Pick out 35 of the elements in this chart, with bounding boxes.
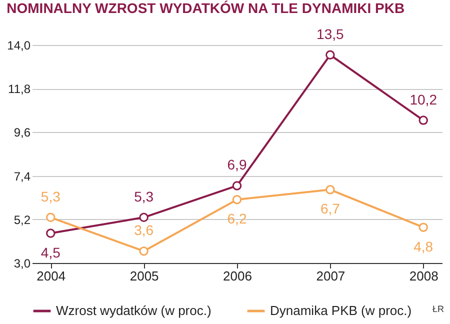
x-tick-label: 2006 xyxy=(223,268,252,284)
point xyxy=(418,116,428,125)
point xyxy=(326,50,335,60)
data-label: 6,2 xyxy=(227,210,247,227)
point xyxy=(326,185,335,194)
y-tick-label: 14,0 xyxy=(7,38,31,52)
point xyxy=(46,228,56,238)
data-label: 4,5 xyxy=(40,244,61,260)
point xyxy=(232,181,242,190)
chart-title: NOMINALNY WZROST WYDATKÓW NA TLE DYNAMIKI PKB xyxy=(6,0,405,16)
point xyxy=(46,212,56,222)
point xyxy=(139,246,148,256)
data-label: 13,5 xyxy=(316,26,344,42)
x-tick-label: 2008 xyxy=(409,268,438,284)
data-label: 10,2 xyxy=(410,91,438,108)
text: ŁR xyxy=(432,304,444,314)
data-label: 4,8 xyxy=(414,238,434,254)
y-tick-label: 5,2 xyxy=(14,212,31,227)
y-tick-label: 3,0 xyxy=(14,256,31,270)
point xyxy=(232,194,242,204)
data-label: 5,3 xyxy=(134,188,154,204)
point xyxy=(418,222,428,232)
data-label: 3,6 xyxy=(134,222,154,238)
point xyxy=(139,212,148,222)
x-tick-label: 2007 xyxy=(316,268,346,284)
x-tick-label: 2004 xyxy=(36,268,66,284)
legend-label: Dynamika PKB (w proc.) xyxy=(270,303,412,318)
y-tick-label: 11,8 xyxy=(8,82,31,96)
y-tick-label: 9,6 xyxy=(14,126,31,140)
data-label: 6,9 xyxy=(227,156,247,173)
data-label: 6,7 xyxy=(320,200,340,217)
y-tick-label: 7,4 xyxy=(14,169,31,184)
legend-label: Wzrost wydatków (w proc.) xyxy=(56,303,212,318)
data-label: 5,3 xyxy=(40,188,61,204)
x-tick-label: 2005 xyxy=(130,268,159,284)
